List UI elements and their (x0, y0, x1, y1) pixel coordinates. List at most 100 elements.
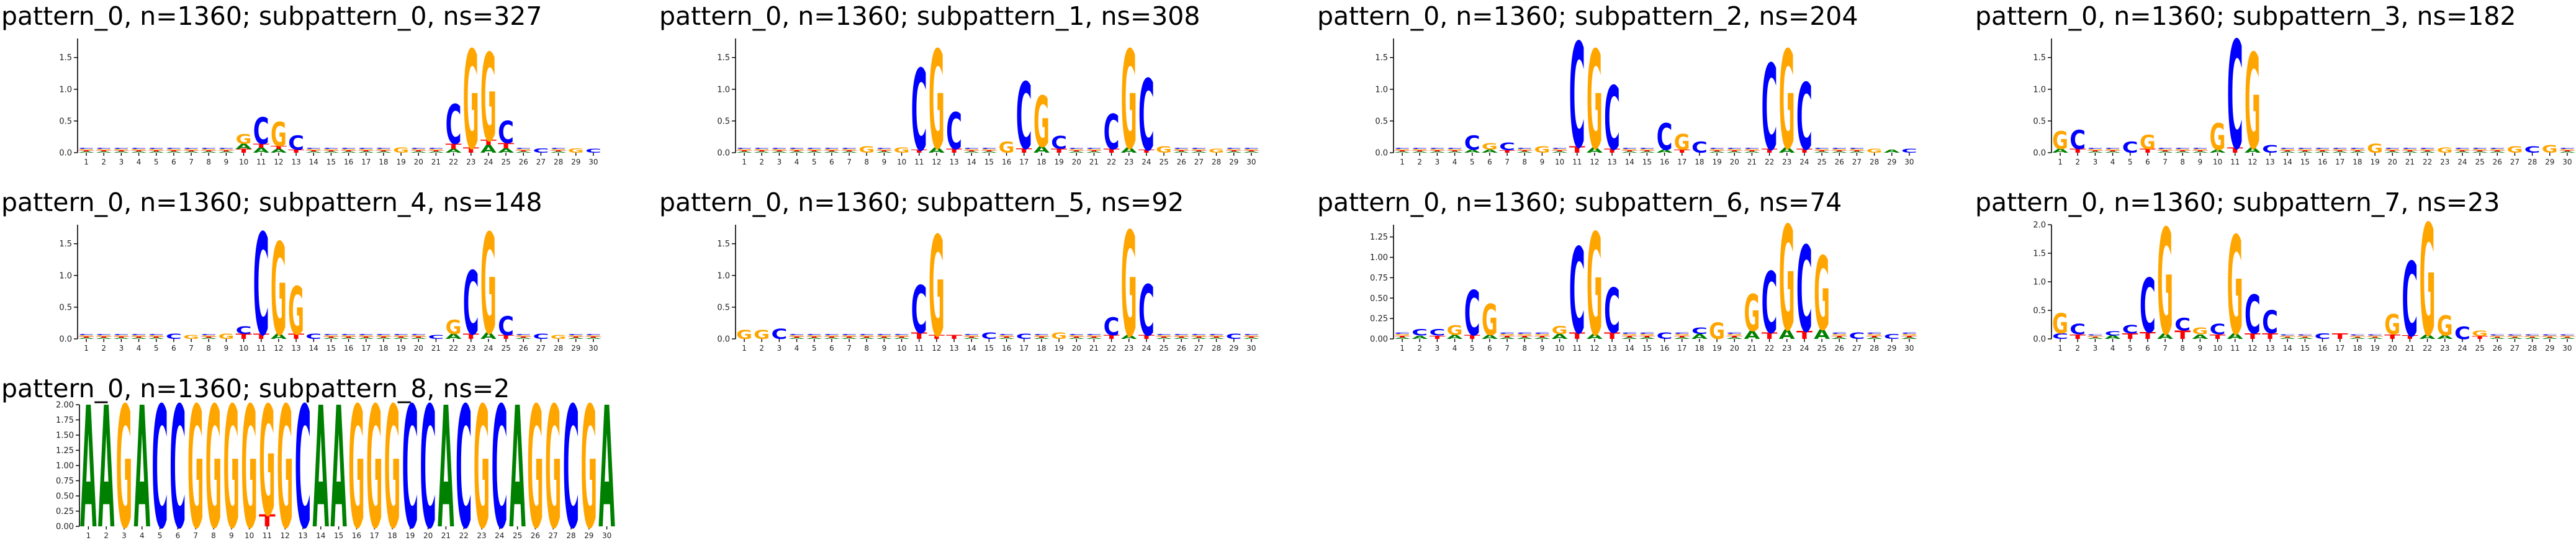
x-tick-label: 16 (344, 158, 353, 166)
logo-letter-C: C (2524, 334, 2541, 336)
logo-letter-A: A (2384, 151, 2401, 153)
logo-letter-A: A (1552, 151, 1569, 153)
logo-letter-A: A (438, 372, 454, 540)
logo-letter-A: A (1447, 334, 1463, 341)
logo-letter-C: C (1516, 332, 1533, 335)
logo-letter-C: C (1499, 140, 1515, 153)
x-tick-label: 11 (914, 158, 924, 166)
y-tick-label: 0.5 (1375, 117, 1388, 126)
y-tick-label: 1.5 (2033, 250, 2046, 259)
x-tick-label: 7 (1505, 158, 1510, 166)
logo-letter-C: C (2542, 334, 2558, 336)
logo-letter-A: A (1621, 151, 1638, 153)
logo-letter-G: G (358, 148, 374, 150)
logo-letter-A: A (754, 151, 770, 153)
logo-letter-A: A (1534, 337, 1551, 340)
x-tick-label: 13 (949, 158, 958, 166)
logo-letter-T: T (2542, 336, 2559, 338)
logo-letter-C: C (1831, 332, 1847, 335)
logo-letter-A: A (1831, 337, 1848, 340)
logo-letter-A: A (2279, 338, 2296, 340)
logo-letter-A: A (1587, 333, 1603, 341)
logo-letter-G: G (366, 372, 382, 540)
logo-letter-A: A (2542, 338, 2559, 340)
logo-letter-G: G (2140, 132, 2156, 154)
logo-letter-A: A (2210, 149, 2226, 154)
logo-letter-C: C (824, 333, 840, 335)
logo-letter-G: G (384, 372, 400, 540)
logo-letter-G: G (2245, 27, 2261, 179)
logo-letter-G: G (894, 335, 910, 336)
logo-letter-C: C (946, 102, 962, 161)
logo-letter-T: T (2279, 150, 2296, 151)
x-tick-label: 1 (2058, 344, 2063, 353)
logo-letter-C: C (2262, 305, 2278, 341)
logo-letter-G: G (1429, 148, 1445, 150)
x-tick-label: 13 (2265, 344, 2274, 353)
logo-panel-3: pattern_0, n=1360; subpattern_3, ns=182 0… (1975, 1, 2576, 183)
logo-letter-G: G (393, 146, 409, 155)
y-tick-label: 0.5 (59, 117, 72, 126)
panel-title: pattern_0, n=1360; subpattern_0, ns=327 (1, 1, 542, 31)
x-tick-label: 27 (1852, 344, 1862, 353)
x-tick-label: 14 (316, 531, 325, 540)
y-tick-label: 0.0 (717, 149, 730, 158)
x-tick-label: 9 (882, 344, 887, 353)
x-tick-label: 19 (396, 344, 405, 353)
logo-letter-C: C (2472, 147, 2488, 149)
x-tick-label: 17 (1677, 158, 1687, 166)
x-tick-label: 23 (1124, 344, 1133, 353)
logo-letter-G: G (1209, 148, 1225, 154)
logo-letter-G: G (113, 148, 129, 150)
logo-letter-C: C (218, 147, 234, 149)
logo-letter-G: G (1482, 142, 1498, 152)
x-tick-label: 21 (1089, 158, 1099, 166)
logo-letter-T: T (2384, 333, 2400, 341)
x-tick-label: 3 (122, 531, 127, 540)
logo-letter-A: A (2367, 338, 2384, 340)
x-tick-label: 13 (1607, 344, 1616, 353)
logo-letter-A: A (2454, 151, 2471, 153)
logo-letter-A: A (1849, 151, 1865, 153)
x-tick-label: 10 (897, 344, 906, 353)
logo-letter-A: A (981, 151, 998, 153)
logo-letter-G: G (2157, 148, 2173, 150)
logo-letter-G: G (876, 335, 892, 336)
logo-letter-C: C (2489, 147, 2505, 149)
x-tick-label: 8 (2180, 344, 2185, 353)
logo-letter-A: A (480, 331, 497, 341)
logo-letter-A: A (1121, 334, 1137, 340)
logo-letter-C: C (1068, 333, 1084, 335)
logo-letter-A: A (876, 337, 893, 339)
logo-letter-T: T (1104, 334, 1120, 340)
logo-letter-C: C (1691, 326, 1708, 336)
logo-letter-G: G (2349, 335, 2366, 337)
logo-panel-1: pattern_0, n=1360; subpattern_1, ns=308 0… (659, 1, 1260, 180)
x-tick-label: 29 (1229, 158, 1238, 166)
logo-letter-A: A (1639, 151, 1655, 153)
logo-letter-A: A (876, 151, 893, 153)
logo-letter-G: G (480, 205, 497, 366)
logo-letter-T: T (1569, 330, 1585, 341)
logo-letter-C: C (2105, 330, 2121, 338)
logo-letter-T: T (2454, 150, 2471, 151)
logo-letter-A: A (313, 372, 329, 540)
logo-letter-G: G (2559, 335, 2575, 337)
x-tick-label: 7 (2163, 344, 2168, 353)
x-tick-label: 12 (932, 158, 941, 166)
logo-letter-A: A (2105, 335, 2121, 340)
logo-letter-C: C (1138, 271, 1155, 352)
x-tick-label: 14 (2283, 344, 2292, 353)
logo-letter-C: C (1604, 69, 1620, 170)
logo-letter-C: C (1569, 14, 1585, 181)
logo-letter-A: A (2349, 151, 2366, 153)
x-tick-label: 12 (274, 344, 283, 353)
x-tick-label: 3 (119, 158, 124, 166)
logo-letter-T: T (463, 146, 479, 155)
logo-letter-C: C (1016, 333, 1032, 341)
logo-letter-A: A (2297, 338, 2313, 340)
logo-letter-T: T (1762, 330, 1778, 341)
x-tick-label: 11 (256, 158, 266, 166)
logo-letter-A: A (200, 337, 217, 339)
logo-letter-G: G (515, 335, 531, 336)
